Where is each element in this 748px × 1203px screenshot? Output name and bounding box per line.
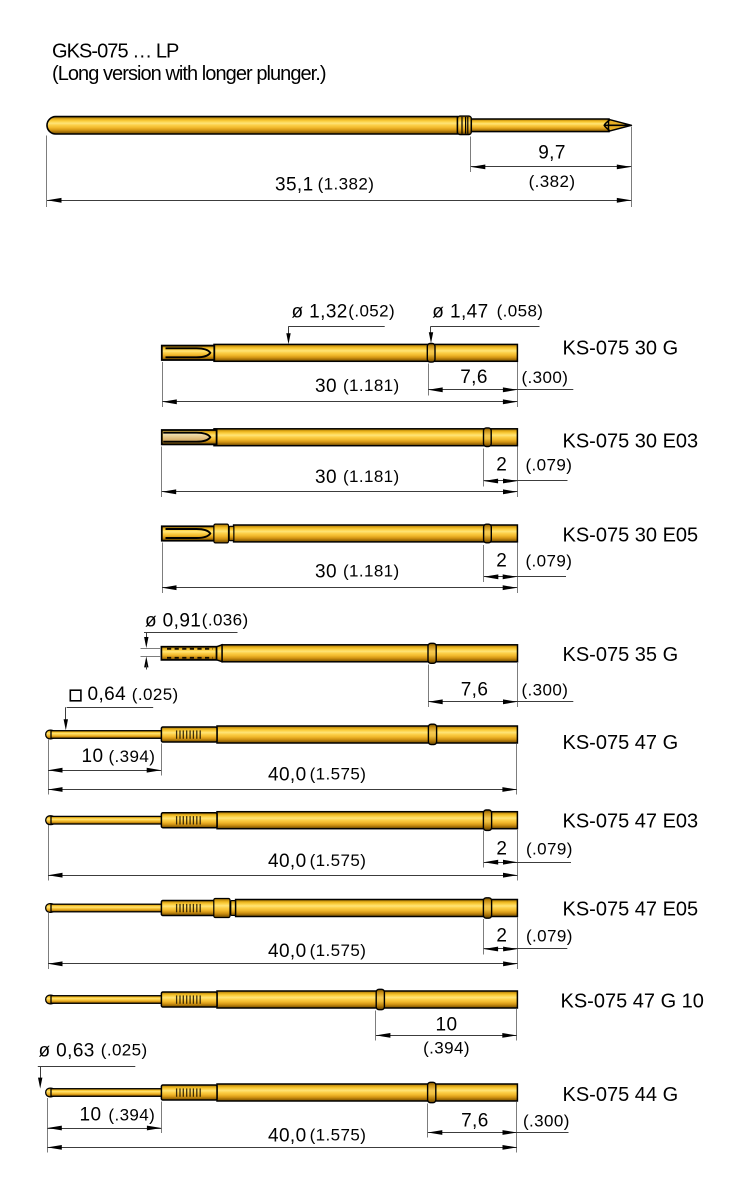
svg-text:2: 2 — [496, 926, 507, 947]
svg-text:KS-075 44 G: KS-075 44 G — [563, 1084, 679, 1106]
svg-text:40,0(1.575): 40,0 (1.575) — [268, 941, 366, 962]
svg-text:35,1(1.382): 35,1 (1.382) — [275, 175, 374, 196]
svg-text:30(1.181): 30 (1.181) — [315, 562, 400, 583]
svg-text:KS-075 30 E03: KS-075 30 E03 — [563, 431, 699, 453]
svg-text:ø 1,47(.058): ø 1,47 (.058) — [432, 302, 543, 323]
svg-text:(.394): (.394) — [109, 747, 156, 766]
svg-text:(.382): (.382) — [529, 172, 576, 191]
svg-text:KS-075 47 G 10: KS-075 47 G 10 — [561, 991, 704, 1013]
svg-text:2: 2 — [496, 551, 507, 572]
svg-text:KS-075 47 E05: KS-075 47 E05 — [563, 899, 699, 921]
svg-text:7,6: 7,6 — [461, 1110, 489, 1131]
svg-text:KS-075 30 E05: KS-075 30 E05 — [563, 525, 699, 547]
svg-text:(.079): (.079) — [526, 456, 573, 475]
svg-text:9,7: 9,7 — [538, 143, 566, 164]
svg-text:(.025): (.025) — [132, 685, 179, 704]
svg-text:(.079): (.079) — [526, 927, 573, 946]
svg-text:(Long version with longer plun: (Long version with longer plunger.) — [52, 63, 326, 85]
svg-text:30(1.181): 30 (1.181) — [315, 467, 400, 488]
svg-text:40,0(1.575): 40,0 (1.575) — [268, 1125, 366, 1146]
svg-text:10: 10 — [80, 1104, 102, 1125]
svg-text:(.394): (.394) — [108, 1105, 155, 1124]
svg-text:0,64: 0,64 — [88, 684, 127, 705]
svg-text:ø 1,32(.052): ø 1,32(.052) — [292, 302, 396, 323]
svg-text:(.300): (.300) — [523, 1111, 570, 1130]
svg-text:10: 10 — [82, 746, 104, 767]
svg-text:(.079): (.079) — [526, 552, 573, 571]
svg-text:(.300): (.300) — [522, 368, 569, 387]
svg-text:40,0(1.575): 40,0 (1.575) — [268, 851, 366, 872]
svg-text:(.300): (.300) — [522, 680, 569, 699]
svg-text:KS-075 30 G: KS-075 30 G — [563, 337, 679, 359]
svg-text:KS-075 47 G: KS-075 47 G — [563, 732, 679, 754]
svg-text:KS-075 47 E03: KS-075 47 E03 — [563, 811, 699, 833]
svg-text:KS-075 35 G: KS-075 35 G — [563, 644, 679, 666]
svg-text:2: 2 — [496, 838, 507, 859]
svg-text:30(1.181): 30 (1.181) — [315, 376, 400, 397]
svg-text:2: 2 — [496, 455, 507, 476]
svg-text:(.079): (.079) — [526, 839, 573, 858]
svg-text:GKS-075 … LP: GKS-075 … LP — [52, 41, 179, 63]
svg-text:7,6: 7,6 — [460, 367, 488, 388]
svg-text:ø 0,91(.036): ø 0,91(.036) — [145, 611, 249, 632]
svg-text:40,0(1.575): 40,0 (1.575) — [268, 764, 366, 785]
svg-text:10: 10 — [436, 1014, 458, 1035]
svg-text:(.394): (.394) — [423, 1038, 470, 1057]
svg-text:ø 0,63(.025): ø 0,63 (.025) — [39, 1041, 148, 1062]
svg-text:7,6: 7,6 — [461, 679, 489, 700]
